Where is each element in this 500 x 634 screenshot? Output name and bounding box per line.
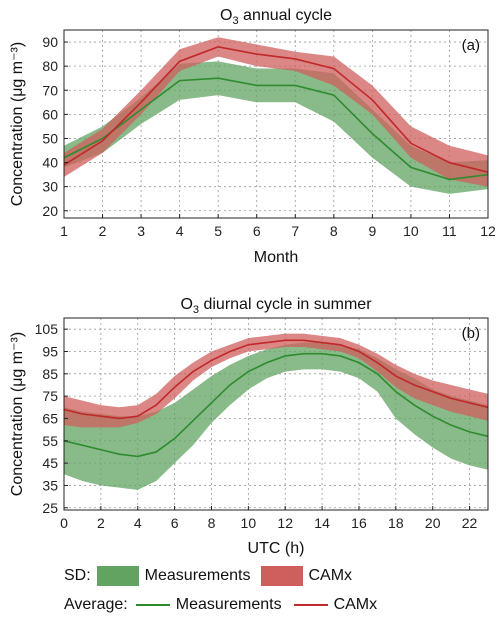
y-tick-label: 45 [42, 455, 58, 471]
x-axis-label: Month [254, 249, 298, 266]
average-line-measurements [63, 352, 489, 458]
x-tick-label: 10 [241, 515, 257, 531]
y-tick-label: 70 [42, 82, 58, 98]
sd-band-measurements [64, 342, 488, 490]
x-tick-label: 0 [60, 515, 68, 531]
plot-frame [63, 317, 489, 511]
legend-measurements-band-swatch [96, 566, 139, 586]
y-tick-label: 80 [42, 58, 58, 74]
x-tick-label: 9 [368, 223, 376, 239]
x-tick-label: 4 [176, 223, 184, 239]
legend: SD: Measurements CAMx Average: Measureme… [0, 560, 500, 634]
x-tick-label: 7 [291, 223, 299, 239]
legend-camx-line-swatch [293, 604, 328, 606]
legend-average-label: Average: [64, 596, 128, 613]
y-tick-label: 55 [42, 433, 58, 449]
x-tick-label: 2 [99, 223, 107, 239]
x-tick-label: 4 [134, 515, 142, 531]
legend-camx-band-label: CAMx [308, 567, 353, 584]
x-tick-label: 11 [442, 223, 457, 239]
x-tick-label: 2 [97, 515, 105, 531]
average-line-camx [63, 339, 489, 420]
y-tick-label: 30 [42, 179, 58, 195]
y-axis-label: Concentration (μg m⁻³) [9, 42, 26, 206]
sd-band-camx [64, 333, 488, 428]
panel-label: (b) [462, 325, 480, 342]
y-tick-label: 85 [42, 366, 58, 382]
x-tick-label: 16 [351, 515, 367, 531]
y-tick-label: 90 [42, 34, 58, 50]
y-tick-label: 25 [42, 500, 58, 516]
y-tick-label: 95 [42, 343, 58, 359]
y-tick-label: 40 [42, 155, 58, 171]
average-line-measurements [63, 77, 489, 181]
x-tick-label: 5 [214, 223, 222, 239]
x-tick-label: 1 [60, 223, 68, 239]
chart-panel-b: 0 2 4 6 8 10 12 14 16 18 20 22 25 35 45 55 65 75 85 95 105 O3… [9, 296, 489, 557]
x-tick-label: 18 [388, 515, 404, 531]
x-tick-label: 20 [425, 515, 441, 531]
legend-measurements-band-label: Measurements [144, 567, 251, 584]
x-axis-label: UTC (h) [248, 540, 305, 557]
y-tick-label: 60 [42, 106, 58, 122]
y-tick-label: 65 [42, 410, 58, 426]
x-tick-label: 8 [330, 223, 338, 239]
chart-title: O3 diurnal cycle in summer [180, 296, 372, 316]
y-tick-label: 20 [42, 203, 58, 219]
x-tick-label: 6 [171, 515, 179, 531]
x-tick-label: 8 [208, 515, 216, 531]
sd-band-camx [64, 37, 488, 187]
legend-camx-band-swatch [260, 566, 303, 586]
y-tick-label: 50 [42, 130, 58, 146]
legend-measurements-line-swatch [135, 604, 170, 606]
chart-title: O3 annual cycle [220, 7, 332, 27]
average-line-camx [63, 46, 489, 173]
x-tick-label: 3 [137, 223, 145, 239]
legend-measurements-line-label: Measurements [175, 596, 282, 613]
sd-band-measurements [64, 61, 488, 194]
panel-label: (a) [462, 37, 480, 54]
legend-sd-label: SD: [64, 567, 91, 584]
x-tick-label: 10 [403, 223, 419, 239]
x-tick-label: 22 [462, 515, 478, 531]
y-tick-label: 35 [42, 477, 58, 493]
x-tick-label: 6 [253, 223, 261, 239]
x-tick-label: 12 [480, 223, 496, 239]
x-tick-label: 12 [277, 515, 293, 531]
x-tick-label: 14 [314, 515, 330, 531]
plot-frame [63, 29, 489, 219]
y-axis-label: Concentration (μg m⁻³) [9, 332, 26, 496]
legend-sd-row: SD: Measurements CAMx [64, 566, 352, 586]
y-tick-label: 75 [42, 388, 58, 404]
y-tick-label: 105 [35, 321, 59, 337]
legend-camx-line-label: CAMx [333, 596, 378, 613]
legend-average-row: Average: Measurements CAMx [64, 596, 377, 614]
